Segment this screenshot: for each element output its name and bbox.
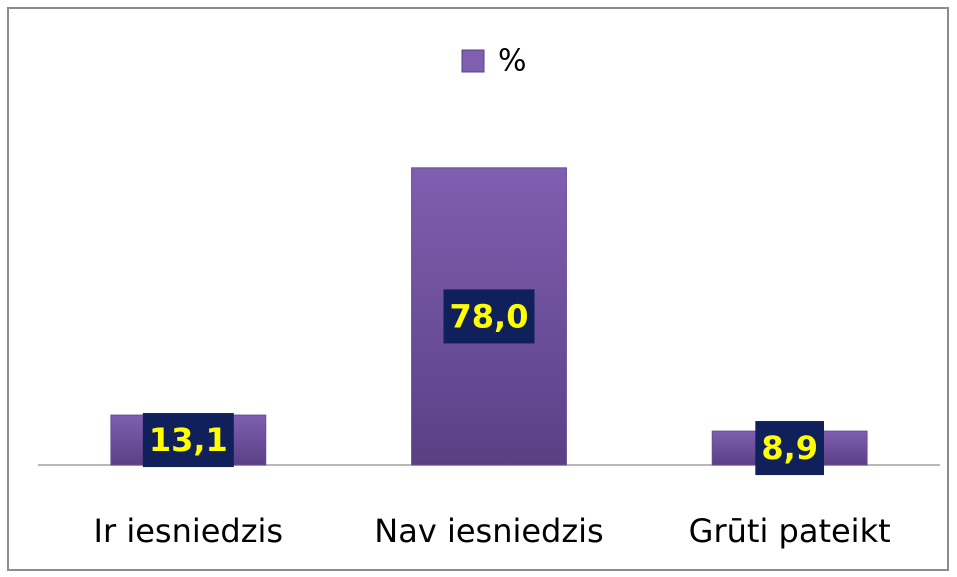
legend-swatch <box>461 49 485 73</box>
value-label: 78,0 <box>450 297 529 335</box>
value-label-box <box>142 413 234 468</box>
value-label-box <box>443 289 535 344</box>
value-label-box <box>755 421 825 476</box>
x-tick-label: Ir iesniedzis <box>94 512 284 550</box>
x-tick-label: Grūti pateikt <box>689 512 891 550</box>
x-tick-label: Nav iesniedzis <box>374 512 603 550</box>
value-label: 13,1 <box>149 421 228 459</box>
value-label: 8,9 <box>761 429 818 467</box>
legend-label: % <box>498 44 527 79</box>
